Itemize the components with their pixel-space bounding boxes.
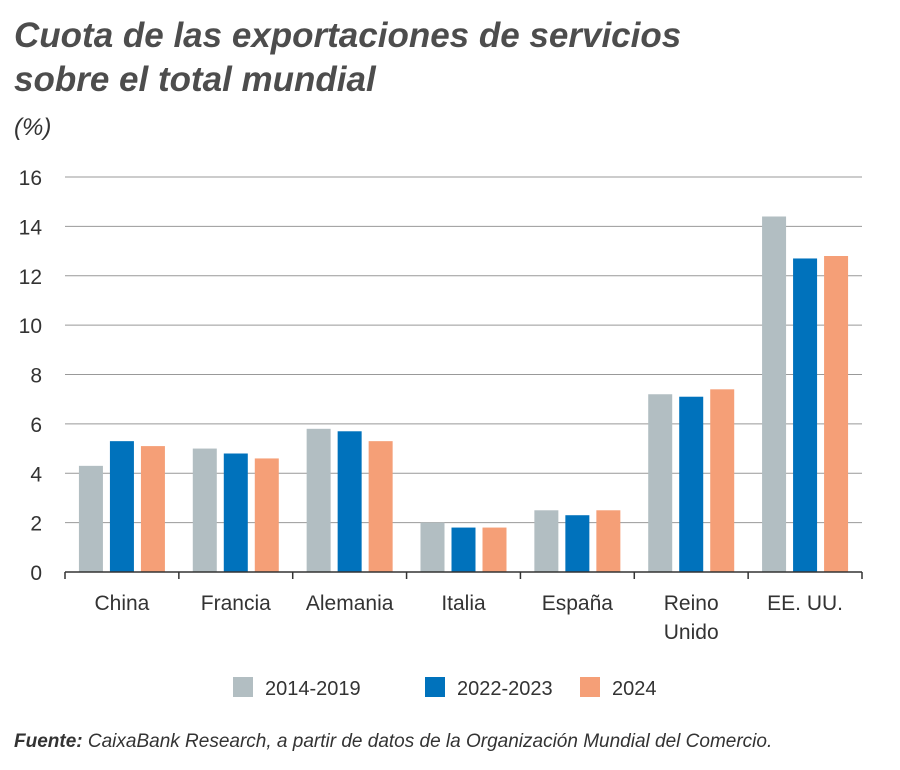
bar-2014-2019 — [648, 394, 673, 572]
x-tick-label: EE. UU. — [767, 592, 843, 615]
source-label: Fuente: — [14, 731, 83, 752]
bar-2014-2019 — [78, 465, 103, 572]
legend-label: 2024 — [612, 678, 657, 700]
x-tick-label: China — [94, 592, 149, 615]
y-tick-label: 2 — [30, 513, 42, 536]
bar-2024 — [824, 256, 849, 572]
bar-2024 — [482, 527, 507, 572]
y-tick-label: 12 — [19, 266, 42, 289]
bar-2024 — [368, 441, 393, 572]
legend-label: 2014-2019 — [265, 678, 361, 700]
bar-2022-2023 — [793, 258, 818, 572]
y-tick-label: 10 — [19, 315, 42, 338]
legend-swatch — [233, 677, 253, 697]
source-text: CaixaBank Research, a partir de datos de… — [82, 731, 773, 752]
bar-2014-2019 — [534, 510, 559, 572]
y-tick-label: 8 — [30, 365, 42, 388]
y-tick-label: 14 — [19, 216, 43, 239]
bar-2014-2019 — [306, 428, 331, 572]
bar-2022-2023 — [223, 453, 248, 572]
bar-2022-2023 — [337, 431, 362, 572]
bar-2024 — [140, 446, 165, 572]
x-tick-label: España — [542, 592, 614, 615]
x-tick-label: Reino — [664, 592, 719, 615]
y-tick-label: 4 — [30, 463, 42, 486]
bar-2024 — [254, 458, 279, 572]
bar-2022-2023 — [451, 527, 476, 572]
x-tick-label: Francia — [201, 592, 271, 615]
x-tick-label: Alemania — [306, 592, 394, 615]
x-tick-label: Unido — [664, 621, 719, 644]
bar-2014-2019 — [762, 216, 787, 572]
bar-chart: 0 2 4 6 8 10 12 14 16 China Francia Alemania Italia E… — [19, 167, 863, 700]
legend-label: 2022-2023 — [457, 678, 553, 700]
x-tick-label: Italia — [441, 592, 486, 615]
y-tick-label: 16 — [19, 167, 42, 190]
y-tick-label: 6 — [30, 414, 42, 437]
legend-swatch — [425, 677, 445, 697]
bar-2022-2023 — [565, 515, 590, 572]
chart-title: Cuota de las exportaciones de servicios … — [14, 16, 682, 99]
bar-2022-2023 — [109, 441, 134, 572]
bar-2024 — [710, 389, 735, 572]
y-tick-label: 0 — [30, 562, 42, 585]
source-note: Fuente: CaixaBank Research, a partir de … — [14, 731, 772, 753]
y-axis-label: (%) — [14, 114, 52, 141]
legend-swatch — [580, 677, 600, 697]
bar-2022-2023 — [679, 396, 704, 572]
bar-2014-2019 — [192, 448, 217, 572]
bar-2014-2019 — [420, 522, 445, 572]
bar-2024 — [596, 510, 621, 572]
